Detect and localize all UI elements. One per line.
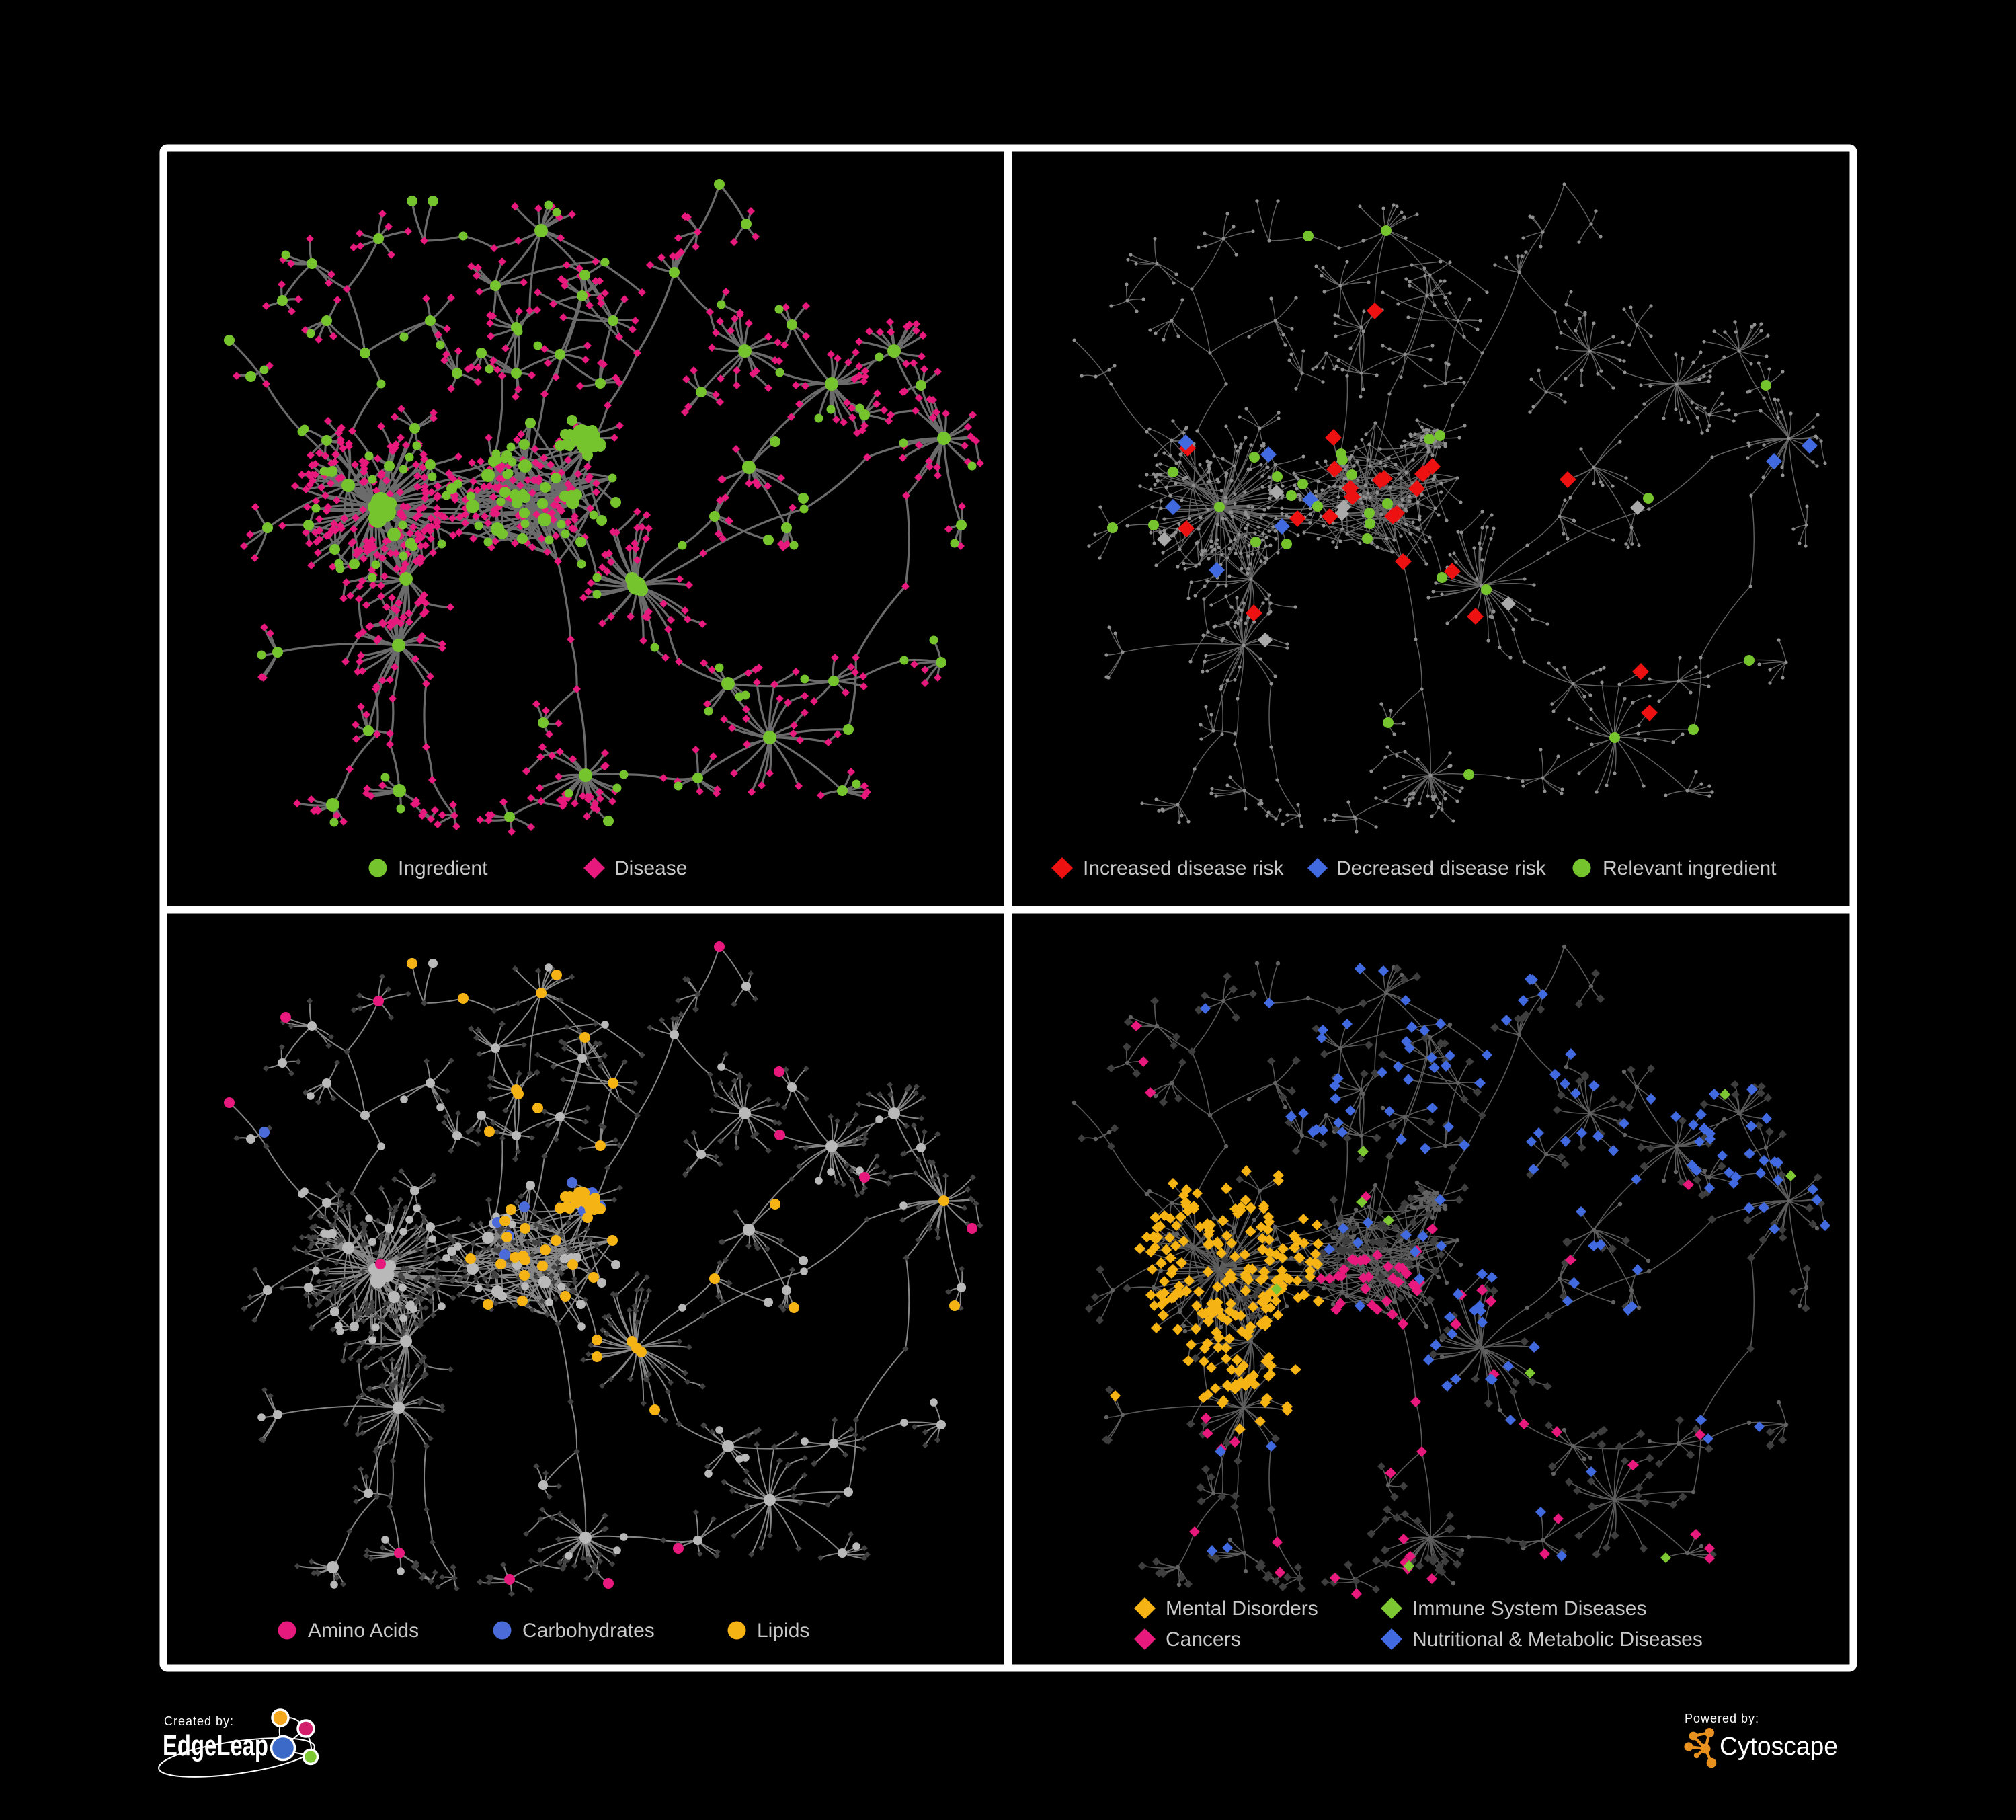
svg-text:Cytoscape: Cytoscape: [1720, 1733, 1838, 1761]
svg-text:Nutritional & Metabolic Diseas: Nutritional & Metabolic Diseases: [1412, 1628, 1703, 1651]
svg-text:Decreased disease risk: Decreased disease risk: [1336, 857, 1547, 879]
svg-text:EdgeLeap: EdgeLeap: [163, 1729, 268, 1762]
svg-text:Powered by:: Powered by:: [1685, 1712, 1759, 1725]
svg-text:Increased disease risk: Increased disease risk: [1083, 857, 1284, 879]
svg-text:Disease: Disease: [614, 857, 687, 879]
svg-text:Created by:: Created by:: [164, 1714, 234, 1728]
svg-text:Lipids: Lipids: [757, 1620, 809, 1642]
svg-text:Relevant ingredient: Relevant ingredient: [1603, 857, 1777, 879]
svg-text:Carbohydrates: Carbohydrates: [522, 1620, 655, 1642]
svg-text:Immune System Diseases: Immune System Diseases: [1412, 1597, 1646, 1620]
svg-text:Amino Acids: Amino Acids: [308, 1620, 419, 1642]
svg-text:Ingredient: Ingredient: [398, 857, 488, 879]
svg-text:Mental Disorders: Mental Disorders: [1166, 1597, 1318, 1620]
svg-text:Cancers: Cancers: [1166, 1628, 1241, 1651]
